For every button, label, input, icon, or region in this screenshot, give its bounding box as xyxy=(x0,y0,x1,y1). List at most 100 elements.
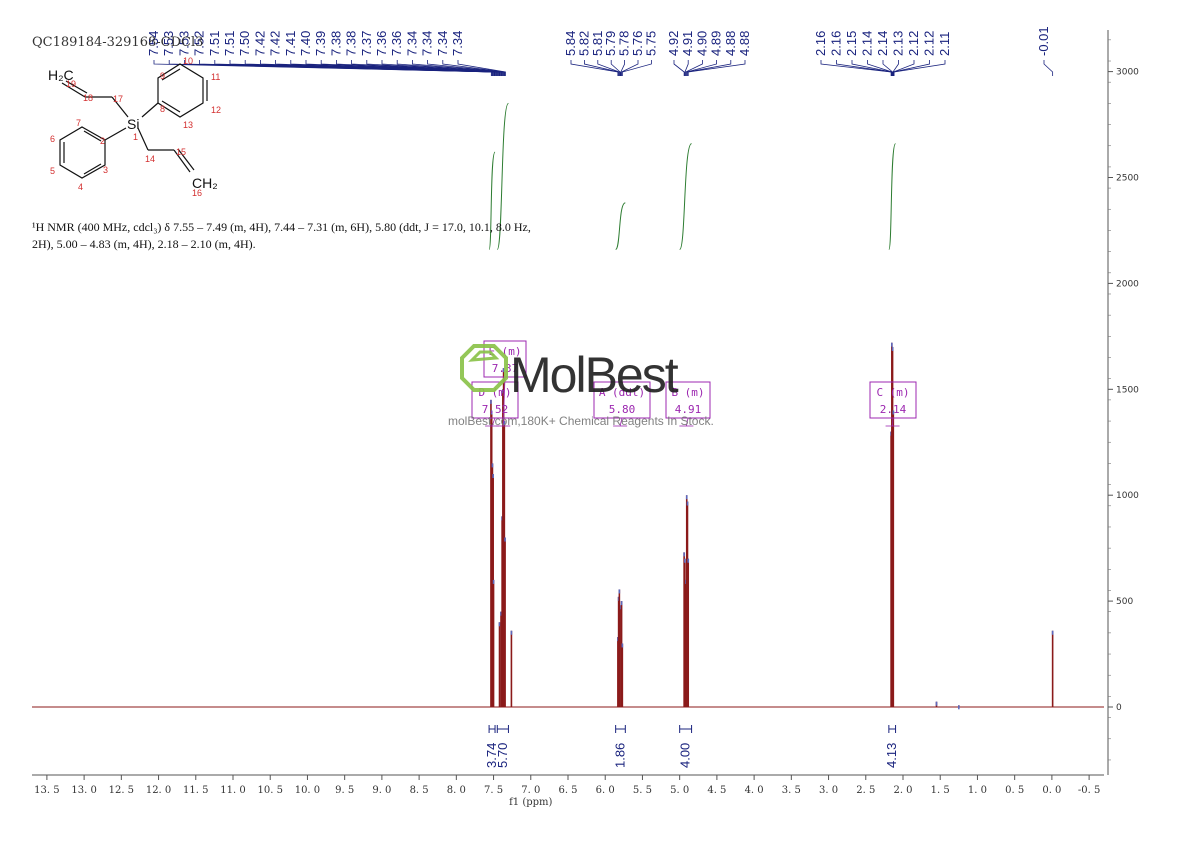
x-tick-label: 12. 5 xyxy=(109,785,134,796)
atom-number: 16 xyxy=(192,188,202,198)
integral-value: 1.86 xyxy=(612,743,627,768)
nmr-description-line-2: 2H), 5.00 – 4.83 (m, 4H), 2.18 – 2.10 (m… xyxy=(32,237,256,251)
multiplet-connector xyxy=(619,417,623,427)
atom-h2c: H₂C xyxy=(48,67,74,83)
multiplet-connector xyxy=(685,417,689,427)
atom-number: 15 xyxy=(176,147,186,157)
x-tick-label: 11. 0 xyxy=(220,785,245,796)
y-tick-label: 1000 xyxy=(1116,491,1139,501)
x-tick-label: 13. 0 xyxy=(71,785,96,796)
peak-shift-label: 7.38 xyxy=(328,31,343,56)
atom-number: 1 xyxy=(133,132,138,142)
y-tick-label: 1500 xyxy=(1116,385,1139,395)
bond xyxy=(161,68,181,81)
peak-shift-label: 7.34 xyxy=(420,31,435,56)
peak-leader-line xyxy=(351,60,501,76)
x-tick-label: 13. 5 xyxy=(34,785,59,796)
peak-leader-line xyxy=(687,60,732,76)
peak-shift-label: 5.76 xyxy=(630,31,645,56)
peak-shift-label: 7.36 xyxy=(374,31,389,56)
x-tick-label: 5. 0 xyxy=(670,785,689,796)
multiplet-shift: 5.80 xyxy=(609,403,636,416)
peak-shift-label: 2.14 xyxy=(860,31,875,56)
peak-leader-line xyxy=(893,60,930,76)
integral-curve xyxy=(496,102,509,251)
integral-value: 5.70 xyxy=(495,743,510,768)
peak-shift-label: 7.34 xyxy=(450,31,465,56)
peak-shift-label: 5.84 xyxy=(563,31,578,56)
peak-labels-layer: 7.54 7.53 7.53 7.52 7.51 7.51 7.50 7.42 7.42 7.41… xyxy=(146,26,1054,76)
bond xyxy=(177,148,195,171)
atom-number: 8 xyxy=(160,104,165,114)
x-tick-label: 4. 0 xyxy=(745,785,764,796)
atom-si: Si xyxy=(127,116,139,132)
watermark-brand: MolBest xyxy=(510,347,679,403)
x-tick-label: 2. 5 xyxy=(856,785,875,796)
peak-shift-label: 7.34 xyxy=(404,31,419,56)
x-tick-label: 11. 5 xyxy=(183,785,208,796)
integral-curve xyxy=(615,202,626,251)
multiplet-label: C (m) xyxy=(876,386,909,399)
bond xyxy=(83,130,102,142)
peak-shift-label: 7.50 xyxy=(237,31,252,56)
peak-leader-line xyxy=(893,60,946,76)
integral-curve xyxy=(679,143,693,251)
peak-shift-label: 4.92 xyxy=(666,31,681,56)
peak-shift-label: 2.14 xyxy=(875,31,890,56)
x-tick-label: 6. 0 xyxy=(596,785,615,796)
bond xyxy=(111,96,129,118)
x-tick-label: -0. 5 xyxy=(1078,785,1100,796)
peak-shift-label: 7.51 xyxy=(222,31,237,56)
atom-number: 4 xyxy=(78,182,83,192)
atom-number: 3 xyxy=(103,165,108,175)
x-tick-label: 9. 0 xyxy=(372,785,391,796)
x-tick-label: 9. 5 xyxy=(335,785,354,796)
atom-number: 11 xyxy=(211,72,220,82)
atom-numbers: 1 2 3 4 5 6 7 8 9 10 11 12 13 14 15 16 1… xyxy=(50,56,221,198)
x-tick-label: 0. 5 xyxy=(1005,785,1024,796)
peak-shift-label: 7.51 xyxy=(207,31,222,56)
phenyl-ring-left xyxy=(59,126,106,179)
bond xyxy=(137,127,149,151)
x-tick-label: 1. 5 xyxy=(931,785,950,796)
peak-shift-label: 7.42 xyxy=(268,31,283,56)
y-tick-label: 0 xyxy=(1116,703,1122,713)
sample-id: QC189184-329168-CDCl3 xyxy=(32,35,203,50)
peak-shift-label: 5.82 xyxy=(576,31,591,56)
atom-number: 18 xyxy=(83,93,93,103)
integral-curve xyxy=(488,151,496,251)
peak-shift-label: 2.11 xyxy=(937,32,952,56)
x-tick-label: 6. 5 xyxy=(558,785,577,796)
atom-number: 2 xyxy=(100,136,105,146)
peak-shift-label: 7.36 xyxy=(389,31,404,56)
x-tick-label: 7. 5 xyxy=(484,785,503,796)
nmr-description-line-1: ¹H NMR (400 MHz, cdcl₃) δ 7.55 – 7.49 (m… xyxy=(32,220,531,234)
x-tick-label: 3. 5 xyxy=(782,785,801,796)
multiplet-label: A (ddt) xyxy=(599,386,645,399)
peak-leader-line xyxy=(366,60,502,76)
multiplet-connector xyxy=(491,417,496,427)
peak-leader-line xyxy=(621,60,639,76)
molbest-logo-icon xyxy=(460,344,508,392)
x-tick-label: 2. 0 xyxy=(893,785,912,796)
integral-value: 4.13 xyxy=(884,743,899,768)
bond xyxy=(65,80,88,94)
atom-ch2: CH₂ xyxy=(192,175,218,191)
peak-shift-label: 7.37 xyxy=(359,31,374,56)
watermark-sub: molBest.com,180K+ Chemical Reagents In S… xyxy=(448,414,714,428)
y-tick-label: 3000 xyxy=(1116,68,1139,78)
integral-value: 3.74 xyxy=(484,743,499,768)
peak-shift-label: 5.79 xyxy=(603,31,618,56)
multiplet-shift: 2.14 xyxy=(880,403,907,416)
peak-shift-label: 2.12 xyxy=(906,31,921,56)
peak-shift-label: -0.01 xyxy=(1036,26,1051,56)
peak-leader-line xyxy=(673,60,685,76)
atom-number: 14 xyxy=(145,154,155,164)
peak-leader-line xyxy=(684,60,689,76)
peak-leader-line xyxy=(597,60,620,76)
peak-shift-label: 5.81 xyxy=(590,31,605,56)
peak-shift-label: 7.42 xyxy=(252,31,267,56)
x-tick-label: 4. 5 xyxy=(707,785,726,796)
bond xyxy=(141,102,159,118)
